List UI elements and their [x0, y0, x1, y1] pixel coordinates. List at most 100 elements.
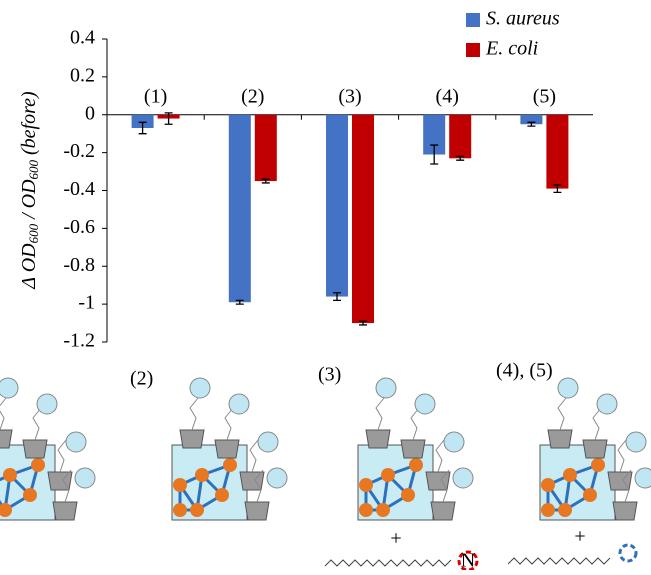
guest — [66, 432, 86, 452]
y-tick-label: 0.2 — [70, 64, 95, 86]
side-chain — [190, 398, 198, 430]
y-label-sub: 600 — [26, 223, 41, 243]
y-tick-label: 0 — [85, 102, 95, 124]
particle — [381, 468, 395, 482]
cyclodextrin — [548, 430, 572, 448]
guest — [0, 378, 18, 398]
y-label-part: (before) — [18, 91, 40, 160]
cyclodextrin — [53, 502, 77, 520]
side-chain — [376, 398, 384, 430]
particle — [376, 503, 390, 517]
particle — [173, 478, 187, 492]
particle — [591, 458, 605, 472]
legend-label: E. coli — [485, 38, 538, 60]
particle — [563, 468, 577, 482]
particle — [195, 468, 209, 482]
y-tick-label: -0.2 — [63, 140, 95, 162]
cyclodextrin — [426, 472, 450, 490]
particle — [23, 488, 37, 502]
cyclodextrin — [23, 440, 47, 458]
particle — [173, 503, 187, 517]
guest — [75, 468, 95, 488]
side-chain — [436, 440, 444, 472]
x-tick-label: (1) — [144, 85, 167, 107]
particle — [541, 503, 555, 517]
bar — [229, 115, 251, 302]
y-tick-label: -0.6 — [63, 216, 95, 238]
bar — [352, 115, 374, 323]
cyclodextrin — [215, 440, 239, 458]
guest — [258, 432, 278, 452]
guest — [267, 468, 287, 488]
guest — [37, 394, 57, 414]
guest — [190, 378, 210, 398]
guest — [229, 394, 249, 414]
chart: Δ OD600 / OD600 (before) (2)(3)(4), (5)+… — [0, 0, 651, 570]
illustrations: (2)(3)(4), (5)++N — [0, 360, 651, 570]
sulfonate — [620, 545, 636, 561]
y-label-part: Δ OD — [18, 243, 40, 290]
alkyl-chain — [508, 558, 610, 564]
particle — [31, 458, 45, 472]
guest — [626, 432, 646, 452]
y-tick-label: 0.4 — [70, 27, 95, 49]
panel-label: (3) — [318, 364, 341, 386]
y-tick-label: -0.4 — [63, 178, 95, 200]
bar — [326, 115, 348, 297]
cyclodextrin — [48, 472, 72, 490]
particle — [541, 478, 555, 492]
y-tick-label: -0.8 — [63, 254, 95, 276]
x-tick-label: (5) — [533, 85, 556, 107]
alkyl-chain — [325, 560, 451, 566]
side-chain — [558, 398, 566, 430]
particle — [223, 458, 237, 472]
guest — [415, 394, 435, 414]
guest — [597, 394, 617, 414]
side-chain — [411, 408, 419, 440]
cyclodextrin — [431, 502, 455, 520]
y-label-part: / OD — [18, 179, 40, 224]
cyclodextrin — [180, 430, 204, 448]
guest — [376, 378, 396, 398]
bar — [449, 115, 471, 159]
x-tick-label: (4) — [436, 85, 459, 107]
y-axis-label: Δ OD600 / OD600 (before) — [18, 91, 41, 290]
page: {"chart_data": {"type": "bar", "ylabel":… — [0, 0, 651, 570]
plus-sign: + — [390, 528, 401, 550]
side-chain — [225, 408, 233, 440]
particle — [359, 503, 373, 517]
legend-label: S. aureus — [486, 8, 560, 30]
side-chain — [58, 440, 66, 472]
particle — [409, 458, 423, 472]
cyclodextrin — [245, 502, 269, 520]
panel-label: (2) — [130, 368, 153, 390]
cyclodextrin — [240, 472, 264, 490]
side-chain — [593, 408, 601, 440]
y-tick-label: -1 — [78, 292, 95, 314]
particle — [3, 468, 17, 482]
side-chain — [33, 408, 41, 440]
particle — [558, 503, 572, 517]
particle — [583, 488, 597, 502]
legend-swatch — [466, 43, 480, 57]
cation-label: N — [461, 550, 475, 570]
side-chain — [618, 440, 626, 472]
x-tick-label: (2) — [241, 85, 264, 107]
guest — [558, 378, 578, 398]
cyclodextrin — [608, 472, 632, 490]
guest — [444, 432, 464, 452]
particle — [190, 503, 204, 517]
particle — [401, 488, 415, 502]
y-label-sub: 600 — [26, 159, 41, 179]
cyclodextrin — [613, 502, 637, 520]
bar — [546, 115, 568, 189]
particle — [359, 478, 373, 492]
panel-label: (4), (5) — [496, 360, 553, 382]
cyclodextrin — [583, 440, 607, 458]
y-tick-label: -1.2 — [63, 330, 95, 352]
guest — [635, 468, 651, 488]
legend-swatch — [466, 13, 480, 27]
guest — [453, 468, 473, 488]
cyclodextrin — [366, 430, 390, 448]
side-chain — [250, 440, 258, 472]
